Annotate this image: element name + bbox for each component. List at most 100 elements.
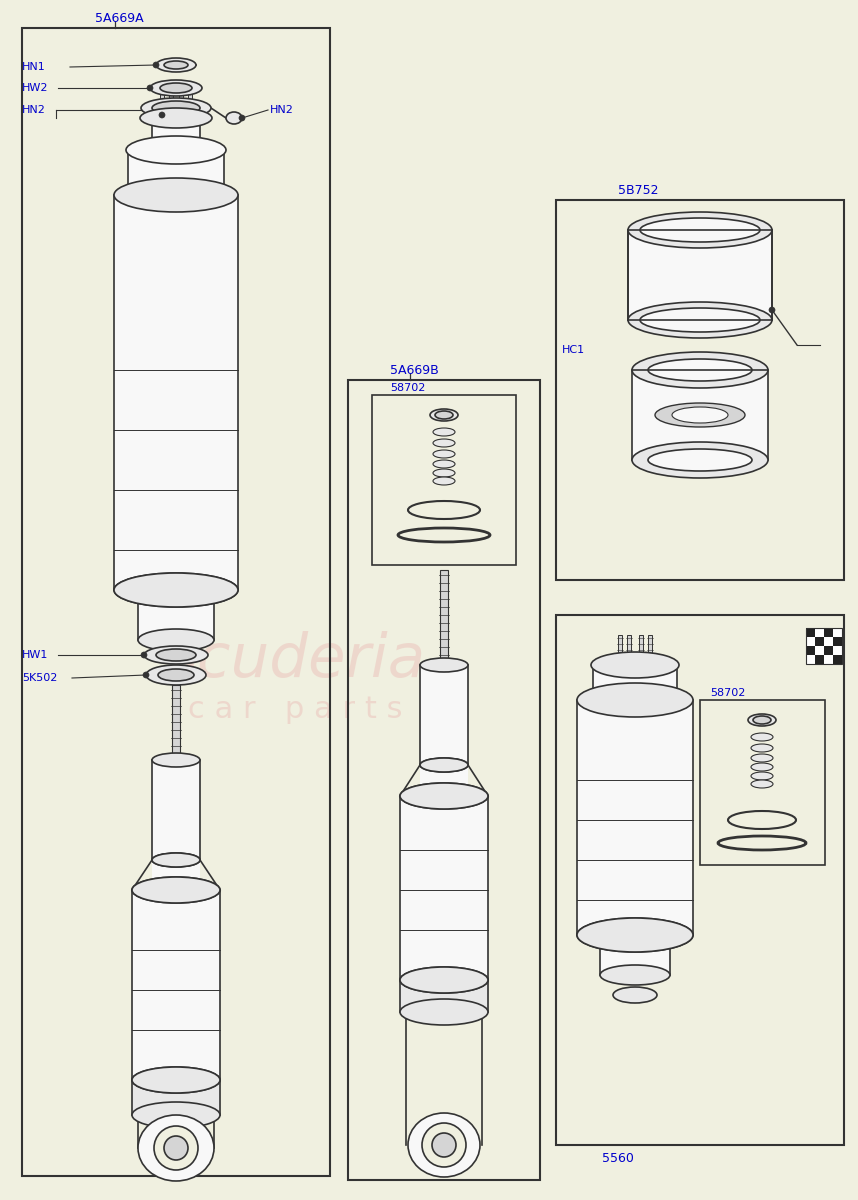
- Text: 58702: 58702: [710, 688, 746, 698]
- Ellipse shape: [600, 965, 670, 985]
- Bar: [160, 88, 164, 110]
- Bar: [400, 796, 488, 980]
- Ellipse shape: [146, 665, 206, 685]
- Ellipse shape: [613, 986, 657, 1003]
- Bar: [440, 570, 448, 665]
- Ellipse shape: [433, 428, 455, 436]
- Bar: [152, 118, 200, 150]
- Ellipse shape: [420, 758, 468, 772]
- Text: c a r   p a r t s: c a r p a r t s: [188, 696, 402, 725]
- Ellipse shape: [400, 967, 488, 994]
- Bar: [639, 635, 643, 665]
- Ellipse shape: [655, 403, 745, 427]
- Ellipse shape: [632, 352, 768, 388]
- Bar: [172, 685, 180, 760]
- Ellipse shape: [430, 409, 458, 421]
- Ellipse shape: [748, 714, 776, 726]
- Text: HN2: HN2: [270, 104, 294, 115]
- Ellipse shape: [138, 1115, 214, 1181]
- Ellipse shape: [140, 140, 212, 160]
- Ellipse shape: [147, 85, 153, 91]
- Ellipse shape: [132, 877, 220, 902]
- Ellipse shape: [433, 460, 455, 468]
- Ellipse shape: [591, 686, 679, 713]
- Bar: [188, 88, 192, 110]
- Ellipse shape: [433, 439, 455, 446]
- Ellipse shape: [648, 359, 752, 382]
- Ellipse shape: [640, 218, 760, 242]
- Ellipse shape: [132, 877, 220, 902]
- Bar: [815, 628, 824, 637]
- Bar: [577, 700, 693, 935]
- Bar: [627, 635, 631, 665]
- Bar: [372, 395, 516, 565]
- Bar: [815, 646, 824, 655]
- Bar: [400, 980, 488, 1012]
- Ellipse shape: [132, 1067, 220, 1093]
- Text: scuderia: scuderia: [165, 630, 425, 690]
- Text: 5560: 5560: [602, 1152, 634, 1164]
- Ellipse shape: [164, 61, 188, 68]
- Ellipse shape: [420, 758, 468, 772]
- Text: 5A669B: 5A669B: [390, 364, 438, 377]
- Bar: [420, 665, 468, 766]
- Text: HN1: HN1: [22, 62, 45, 72]
- Bar: [815, 655, 824, 664]
- Ellipse shape: [153, 62, 159, 68]
- Ellipse shape: [435, 410, 453, 419]
- Ellipse shape: [158, 670, 194, 680]
- Ellipse shape: [432, 1133, 456, 1157]
- Ellipse shape: [751, 780, 773, 788]
- Ellipse shape: [141, 98, 211, 118]
- Bar: [824, 655, 833, 664]
- Ellipse shape: [400, 998, 488, 1025]
- Bar: [152, 860, 200, 890]
- Ellipse shape: [138, 629, 214, 650]
- Ellipse shape: [239, 115, 245, 121]
- Ellipse shape: [422, 1123, 466, 1166]
- Bar: [600, 935, 670, 974]
- Ellipse shape: [400, 967, 488, 994]
- Ellipse shape: [640, 308, 760, 332]
- Ellipse shape: [114, 572, 238, 607]
- Bar: [22, 28, 330, 1176]
- Ellipse shape: [753, 716, 771, 724]
- Text: 5B752: 5B752: [618, 184, 658, 197]
- Ellipse shape: [769, 307, 775, 313]
- Ellipse shape: [126, 136, 226, 164]
- Ellipse shape: [152, 853, 200, 866]
- Bar: [420, 766, 468, 796]
- Bar: [628, 230, 772, 320]
- Ellipse shape: [751, 772, 773, 780]
- Bar: [128, 150, 224, 194]
- Bar: [648, 635, 652, 665]
- Ellipse shape: [420, 658, 468, 672]
- Bar: [833, 646, 842, 655]
- Ellipse shape: [751, 763, 773, 770]
- Text: 5A669A: 5A669A: [95, 12, 143, 24]
- Bar: [806, 646, 815, 655]
- Ellipse shape: [628, 212, 772, 248]
- Ellipse shape: [408, 1114, 480, 1177]
- Bar: [824, 646, 833, 655]
- Ellipse shape: [143, 672, 149, 678]
- Ellipse shape: [226, 112, 242, 124]
- Ellipse shape: [751, 754, 773, 762]
- Bar: [632, 370, 768, 460]
- Text: HW1: HW1: [22, 650, 48, 660]
- Ellipse shape: [591, 652, 679, 678]
- Bar: [618, 635, 622, 665]
- Bar: [824, 637, 833, 646]
- Ellipse shape: [152, 754, 200, 767]
- Ellipse shape: [672, 407, 728, 422]
- Ellipse shape: [152, 101, 200, 115]
- Ellipse shape: [751, 744, 773, 752]
- Ellipse shape: [751, 733, 773, 740]
- Bar: [632, 370, 768, 460]
- Ellipse shape: [159, 112, 165, 118]
- Bar: [132, 890, 220, 1080]
- Ellipse shape: [632, 442, 768, 478]
- Ellipse shape: [141, 652, 147, 658]
- Text: 58702: 58702: [390, 383, 426, 392]
- Ellipse shape: [132, 1102, 220, 1128]
